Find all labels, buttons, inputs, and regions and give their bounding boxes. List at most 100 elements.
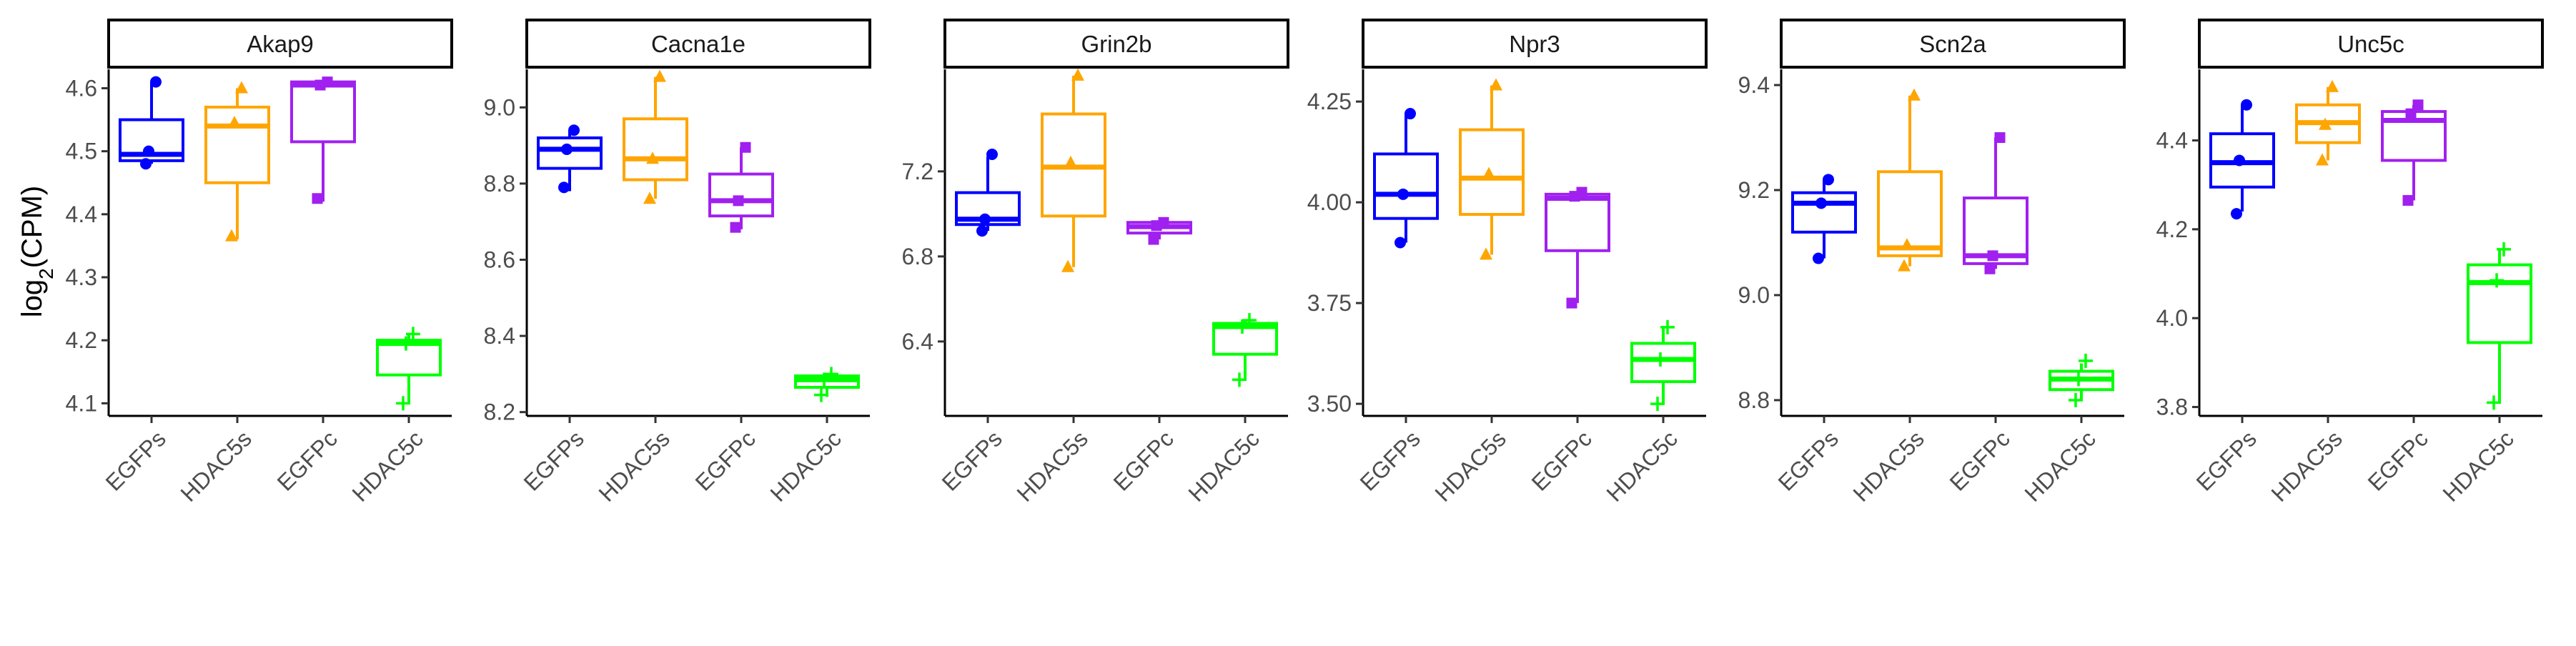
data-point <box>2069 392 2083 407</box>
y-tick-label: 4.2 <box>2156 217 2188 242</box>
facet-strip-label: Cacna1e <box>651 31 745 57</box>
x-tick-label: HDAC5s <box>2266 425 2347 506</box>
data-point <box>740 141 751 153</box>
x-tick-label: HDAC5s <box>593 425 674 506</box>
box-body <box>376 339 442 377</box>
facet-scn2a: Scn2a 8.8 9.0 9.2 9.4 EGFPs HDAC5s EGFPc HDAC5c <box>1738 19 2126 507</box>
facet-strip <box>525 19 871 69</box>
x-tick-label: HDAC5c <box>347 425 427 506</box>
box-egfpc <box>708 141 774 233</box>
data-point <box>396 396 410 411</box>
x-tick-label: HDAC5c <box>1183 425 1264 506</box>
data-point <box>2326 79 2339 92</box>
y-tick-label: 4.25 <box>1307 89 1352 114</box>
x-tick-label: EGFPs <box>101 425 171 495</box>
data-point <box>1650 397 1665 412</box>
data-point <box>979 213 991 225</box>
box-hdac5c <box>2467 242 2532 410</box>
box-body <box>204 105 270 184</box>
data-point <box>1482 167 1495 179</box>
data-point <box>2234 154 2245 167</box>
data-point <box>228 115 241 128</box>
box-body <box>1373 152 1439 220</box>
data-point <box>1151 220 1162 232</box>
y-tick-label: 7.2 <box>902 159 933 184</box>
data-point <box>814 387 828 402</box>
data-point <box>1984 263 1996 274</box>
box-hdac5s <box>2295 79 2361 166</box>
y-tick-label: 3.50 <box>1307 391 1352 417</box>
facet-grin2b: Grin2b 6.4 6.8 7.2 EGFPs HDAC5s EGFPc HDAC5c <box>902 19 1289 507</box>
x-tick-label: EGFPs <box>937 425 1007 495</box>
data-point <box>1566 297 1577 309</box>
data-point <box>2319 117 2332 130</box>
facet-npr3: Npr3 3.50 3.75 4.00 4.25 EGFPs HDAC5s EGFPc HDAC… <box>1307 19 1708 507</box>
box-egfpc <box>1963 132 2028 274</box>
y-tick-label: 8.2 <box>484 399 515 425</box>
facet-strip-label: Npr3 <box>1509 31 1560 57</box>
box-body <box>2467 263 2532 344</box>
data-point <box>1815 197 1827 209</box>
box-hdac5c <box>794 367 860 402</box>
facet-strip-label: Akap9 <box>247 31 314 57</box>
box-body <box>290 80 356 144</box>
y-tick-label: 6.4 <box>902 329 933 354</box>
box-egfps <box>119 76 184 170</box>
y-tick-label: 4.3 <box>66 264 97 290</box>
y-tick-label: 8.4 <box>484 323 515 349</box>
y-tick-label: 9.4 <box>1738 72 1770 98</box>
box-hdac5c <box>2049 353 2114 407</box>
facet-unc5c: Unc5c 3.8 4.0 4.2 4.4 EGFPs HDAC5s EGFPc HDAC5c <box>2156 19 2544 507</box>
data-point <box>2071 372 2086 387</box>
y-tick-label: 4.2 <box>66 327 97 353</box>
data-point <box>646 151 659 164</box>
x-tick-label: EGFPs <box>519 425 589 495</box>
x-tick-label: HDAC5c <box>765 425 846 506</box>
y-tick-label: 4.00 <box>1307 189 1352 215</box>
x-tick-label: EGFPs <box>1773 425 1843 495</box>
x-tick-label: EGFPc <box>1945 425 2015 495</box>
facet-strip <box>107 19 453 69</box>
x-tick-label: EGFPc <box>1527 425 1597 495</box>
x-tick-label: HDAC5c <box>2019 425 2100 506</box>
box-egfpc <box>1126 217 1192 245</box>
box-body <box>623 117 688 182</box>
data-point <box>2487 395 2501 410</box>
data-point <box>561 143 573 155</box>
box-hdac5s <box>1041 68 1106 272</box>
data-point <box>2241 99 2252 111</box>
data-point <box>1813 252 1824 264</box>
y-tick-label: 4.6 <box>66 75 97 101</box>
data-point <box>225 229 238 242</box>
data-point <box>733 195 744 207</box>
box-body <box>1630 342 1696 384</box>
y-tick-label: 8.6 <box>484 247 515 272</box>
facet-strip <box>943 19 1289 69</box>
y-tick-label: 4.4 <box>66 202 97 227</box>
box-hdac5c <box>1212 313 1278 387</box>
x-tick-label: EGFPs <box>1355 425 1425 495</box>
facet-strip <box>1362 19 1708 69</box>
data-point <box>2316 153 2329 166</box>
box-hdac5s <box>623 69 688 204</box>
y-tick-label: 8.8 <box>1738 387 1770 413</box>
facet-strip <box>2198 19 2544 69</box>
data-point <box>2079 353 2093 368</box>
y-axis-title: log2(CPM) <box>16 186 57 318</box>
y-tick-label: 6.8 <box>902 244 933 269</box>
facet-strip-label: Grin2b <box>1081 31 1151 57</box>
data-point <box>1660 319 1675 334</box>
data-point <box>568 124 580 136</box>
x-tick-label: EGFPc <box>1109 425 1179 495</box>
data-point <box>1490 78 1502 91</box>
x-tick-label: HDAC5s <box>1848 425 1928 506</box>
box-hdac5s <box>1877 88 1943 272</box>
data-point <box>653 69 666 82</box>
data-point <box>1235 319 1249 334</box>
y-tick-label: 9.2 <box>1738 177 1770 203</box>
data-point <box>1148 234 1159 245</box>
x-tick-label: EGFPs <box>2191 425 2262 495</box>
box-egfps <box>1791 174 1857 264</box>
facet-strip-label: Scn2a <box>1919 31 1986 57</box>
